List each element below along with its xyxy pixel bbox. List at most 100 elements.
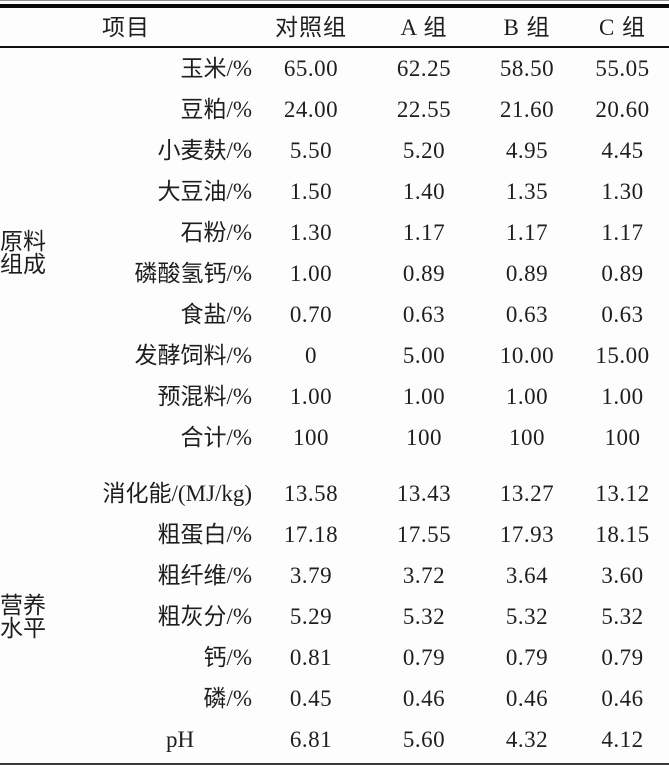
value-cell: 0.89 bbox=[505, 261, 549, 286]
table-row: 粗蛋白/% 17.18 17.55 17.93 18.15 bbox=[0, 514, 669, 555]
value-cell: 18.15 bbox=[595, 522, 650, 547]
item-label: 磷/% bbox=[203, 686, 252, 711]
table-row: 石粉/% 1.30 1.17 1.17 1.17 bbox=[0, 212, 669, 253]
value-cell: 15.00 bbox=[595, 343, 650, 368]
value-cell: 100 bbox=[509, 425, 545, 450]
value-cell: 5.29 bbox=[289, 604, 333, 629]
value-cell: 1.00 bbox=[289, 261, 333, 286]
value-cell: 4.12 bbox=[601, 727, 644, 752]
table-row: 大豆油/% 1.50 1.40 1.35 1.30 bbox=[0, 171, 669, 212]
item-label: 食盐/% bbox=[180, 302, 252, 327]
value-cell: 0.63 bbox=[505, 302, 549, 327]
value-cell: 10.00 bbox=[499, 343, 555, 368]
value-cell: 4.95 bbox=[505, 138, 549, 163]
value-cell: 3.60 bbox=[601, 563, 644, 588]
value-cell: 65.00 bbox=[283, 56, 339, 81]
bottom-rule bbox=[0, 763, 669, 765]
value-cell: 20.60 bbox=[595, 97, 650, 122]
value-cell: 13.27 bbox=[499, 481, 555, 506]
value-cell: 4.32 bbox=[505, 727, 549, 752]
section-spacer bbox=[0, 458, 669, 473]
item-label: 钙/% bbox=[203, 645, 252, 670]
value-cell: 5.60 bbox=[402, 727, 446, 752]
column-header-group-a: A 组 bbox=[370, 8, 478, 48]
item-label: 豆粕/% bbox=[180, 97, 252, 122]
item-label: 粗纤维/% bbox=[157, 563, 252, 588]
item-label: 玉米/% bbox=[180, 56, 252, 81]
table-row: 小麦麸/% 5.50 5.20 4.95 4.45 bbox=[0, 130, 669, 171]
value-cell: 5.20 bbox=[402, 138, 446, 163]
value-cell: 100 bbox=[604, 425, 641, 450]
value-cell: 1.30 bbox=[289, 220, 333, 245]
value-cell: 100 bbox=[293, 425, 329, 450]
value-cell: 0.89 bbox=[402, 261, 446, 286]
table-row: 粗灰分/% 5.29 5.32 5.32 5.32 bbox=[0, 596, 669, 637]
item-label: 石粉/% bbox=[180, 220, 252, 245]
value-cell: 62.25 bbox=[396, 56, 452, 81]
table-row: pH 6.81 5.60 4.32 4.12 bbox=[0, 719, 669, 760]
value-cell: 0.79 bbox=[402, 645, 446, 670]
value-cell: 55.05 bbox=[595, 56, 650, 81]
column-header-group-c: C 组 bbox=[576, 8, 669, 48]
item-label: 磷酸氢钙/% bbox=[134, 261, 252, 286]
table-row: 磷酸氢钙/% 1.00 0.89 0.89 0.89 bbox=[0, 253, 669, 294]
table-row: 食盐/% 0.70 0.63 0.63 0.63 bbox=[0, 294, 669, 335]
item-label: 发酵饲料/% bbox=[134, 343, 252, 368]
value-cell: 1.35 bbox=[505, 179, 549, 204]
group-label-ingredients: 原料 组成 bbox=[0, 229, 46, 277]
value-cell: 3.79 bbox=[289, 563, 333, 588]
item-label-ph: pH bbox=[165, 727, 195, 752]
value-cell: 13.43 bbox=[396, 481, 452, 506]
table-row: 豆粕/% 24.00 22.55 21.60 20.60 bbox=[0, 89, 669, 130]
value-cell: 0.45 bbox=[289, 686, 333, 711]
value-cell: 22.55 bbox=[396, 97, 452, 122]
value-cell: 1.40 bbox=[402, 179, 446, 204]
value-cell: 1.50 bbox=[289, 179, 333, 204]
top-rule-thick bbox=[0, 4, 669, 8]
table-row: 钙/% 0.81 0.79 0.79 0.79 bbox=[0, 637, 669, 678]
value-cell: 3.72 bbox=[402, 563, 446, 588]
value-cell: 0.81 bbox=[289, 645, 333, 670]
item-label: 小麦麸/% bbox=[157, 138, 252, 163]
value-cell: 0.79 bbox=[601, 645, 644, 670]
item-label: 粗蛋白/% bbox=[157, 522, 252, 547]
value-cell: 0.63 bbox=[601, 302, 644, 327]
table-row: 合计/% 100 100 100 100 bbox=[0, 417, 669, 458]
column-header-group-b: B 组 bbox=[478, 8, 576, 48]
value-cell: 1.17 bbox=[505, 220, 549, 245]
value-cell: 1.00 bbox=[402, 384, 446, 409]
value-cell: 1.00 bbox=[601, 384, 644, 409]
column-header-control-group: 对照组 bbox=[252, 8, 370, 48]
value-cell: 5.50 bbox=[289, 138, 333, 163]
table-row: 发酵饲料/% 0 5.00 10.00 15.00 bbox=[0, 335, 669, 376]
value-cell: 5.32 bbox=[601, 604, 644, 629]
value-cell: 21.60 bbox=[499, 97, 555, 122]
value-cell: 24.00 bbox=[283, 97, 339, 122]
value-cell: 5.00 bbox=[402, 343, 446, 368]
value-cell: 100 bbox=[406, 425, 442, 450]
item-label: 大豆油/% bbox=[157, 179, 252, 204]
table-row: 营养 水平 消化能/(MJ/kg) 13.58 13.43 13.27 13.1… bbox=[0, 473, 669, 640]
value-cell: 13.12 bbox=[595, 481, 650, 506]
value-cell: 0.46 bbox=[402, 686, 446, 711]
value-cell: 4.45 bbox=[601, 138, 644, 163]
value-cell: 17.55 bbox=[396, 522, 452, 547]
table-row: 磷/% 0.45 0.46 0.46 0.46 bbox=[0, 678, 669, 719]
group-label-nutrition: 营养 水平 bbox=[0, 592, 46, 641]
column-header-item: 项目 bbox=[0, 8, 252, 48]
value-cell: 0 bbox=[305, 343, 317, 368]
value-cell: 1.17 bbox=[601, 220, 644, 245]
table-row: 原料 组成 玉米/% 65.00 62.25 58.50 55.05 bbox=[0, 47, 669, 276]
item-label: 消化能/(MJ/kg) bbox=[102, 481, 253, 506]
value-cell: 0.70 bbox=[289, 302, 333, 327]
value-cell: 13.58 bbox=[283, 481, 339, 506]
item-label: 合计/% bbox=[180, 425, 252, 450]
value-cell: 58.50 bbox=[499, 56, 555, 81]
value-cell: 0.46 bbox=[601, 686, 644, 711]
value-cell: 1.00 bbox=[505, 384, 549, 409]
table-row: 预混料/% 1.00 1.00 1.00 1.00 bbox=[0, 376, 669, 417]
item-label: 粗灰分/% bbox=[157, 604, 252, 629]
value-cell: 0.46 bbox=[505, 686, 549, 711]
item-label: 预混料/% bbox=[157, 384, 252, 409]
